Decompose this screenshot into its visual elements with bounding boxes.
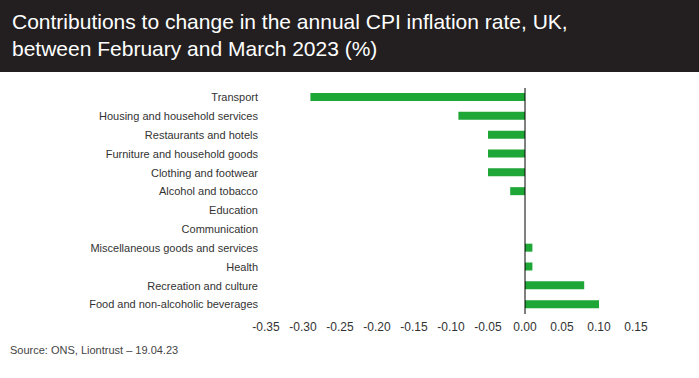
html-text:Source: ONS, Liontrust – 19.04: Source: ONS, Liontrust – 19.04.23: [10, 344, 179, 356]
svg-text:Health: Health: [226, 261, 258, 273]
svg-text:Communication: Communication: [182, 223, 258, 235]
svg-text:Furniture and household goods: Furniture and household goods: [106, 148, 259, 160]
html-text:Contributions to change in the: Contributions to change in the annual CP…: [12, 10, 568, 60]
svg-text:-0.30: -0.30: [289, 320, 317, 334]
svg-text:0.10: 0.10: [587, 320, 611, 334]
svg-text:0.15: 0.15: [624, 320, 648, 334]
svg-text:0.00: 0.00: [513, 320, 537, 334]
svg-text:-0.15: -0.15: [400, 320, 428, 334]
svg-text:Housing and household services: Housing and household services: [99, 110, 258, 122]
svg-text:Education: Education: [209, 204, 258, 216]
svg-text:Recreation and culture: Recreation and culture: [147, 280, 258, 292]
svg-text:Miscellaneous goods and servic: Miscellaneous goods and services: [90, 242, 258, 254]
svg-text:-0.25: -0.25: [326, 320, 354, 334]
svg-text:Transport: Transport: [211, 91, 258, 103]
svg-text:Restaurants and hotels: Restaurants and hotels: [145, 129, 259, 141]
svg-text:-0.20: -0.20: [363, 320, 391, 334]
svg-text:-0.35: -0.35: [252, 320, 280, 334]
svg-text:-0.10: -0.10: [437, 320, 465, 334]
svg-text:0.05: 0.05: [550, 320, 574, 334]
svg-text:Alcohol and tobacco: Alcohol and tobacco: [159, 185, 258, 197]
svg-text:Clothing and footwear: Clothing and footwear: [151, 167, 258, 179]
svg-text:Food and non-alcoholic beverag: Food and non-alcoholic beverages: [89, 298, 258, 310]
svg-text:-0.05: -0.05: [474, 320, 502, 334]
